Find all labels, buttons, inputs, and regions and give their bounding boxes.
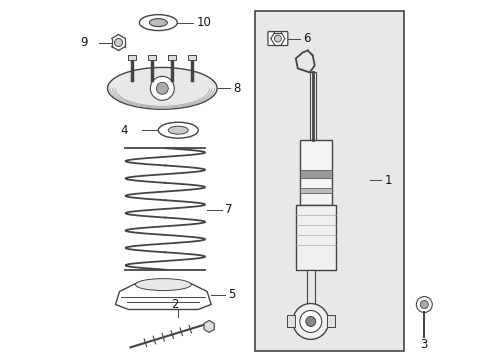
Bar — [168, 55, 176, 60]
Bar — [255, 11, 404, 351]
Circle shape — [156, 82, 168, 94]
Ellipse shape — [107, 67, 217, 109]
Text: 7: 7 — [225, 203, 233, 216]
Polygon shape — [116, 284, 211, 310]
Ellipse shape — [158, 122, 198, 138]
Text: 3: 3 — [420, 338, 428, 351]
Bar — [300, 140, 332, 205]
Polygon shape — [204, 320, 214, 332]
Circle shape — [420, 301, 428, 309]
Text: 9: 9 — [81, 36, 88, 49]
Bar — [300, 188, 332, 193]
Ellipse shape — [149, 19, 167, 27]
Text: 8: 8 — [233, 82, 241, 95]
Ellipse shape — [135, 279, 191, 291]
Text: 10: 10 — [196, 16, 211, 29]
FancyBboxPatch shape — [268, 32, 288, 45]
Circle shape — [306, 316, 316, 327]
Bar — [148, 55, 156, 60]
Bar — [296, 205, 336, 270]
Bar — [188, 55, 196, 60]
Bar — [310, 72, 316, 140]
Bar — [300, 170, 332, 178]
Circle shape — [293, 303, 329, 339]
Ellipse shape — [140, 15, 177, 31]
Text: 5: 5 — [228, 288, 235, 301]
Bar — [128, 55, 136, 60]
Circle shape — [115, 39, 122, 46]
Text: 2: 2 — [172, 298, 179, 311]
Text: 6: 6 — [303, 32, 310, 45]
Bar — [307, 270, 315, 310]
Bar — [327, 315, 335, 328]
Text: 1: 1 — [385, 174, 392, 186]
Bar — [287, 315, 295, 328]
Circle shape — [150, 76, 174, 100]
Circle shape — [300, 310, 322, 332]
Circle shape — [274, 35, 281, 42]
Text: 4: 4 — [121, 124, 128, 137]
Circle shape — [416, 297, 432, 312]
Ellipse shape — [168, 126, 188, 134]
